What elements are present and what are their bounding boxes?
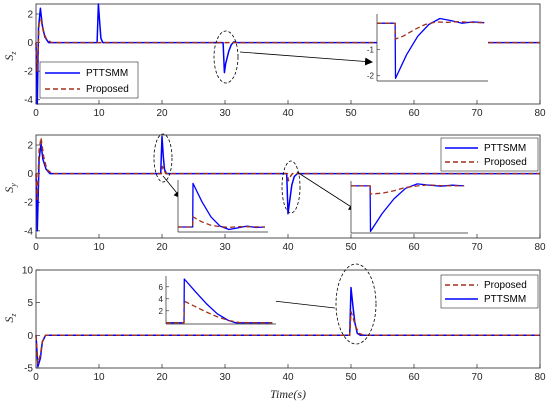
series-line-proposed (35, 311, 540, 365)
legend-label: Proposed (86, 84, 129, 95)
inset-y-tick-label: -2 (367, 72, 375, 81)
inset-y-tick-label: 6 (159, 283, 164, 292)
x-tick-label: 60 (408, 372, 420, 383)
inset-zoom: -1 -2 (367, 14, 488, 82)
x-tick-label: 80 (534, 372, 546, 383)
x-tick-label: 20 (156, 242, 168, 253)
x-tick-label: 70 (471, 372, 483, 383)
series-line-proposed (351, 184, 465, 195)
series-layer (35, 3, 540, 105)
series-layer (35, 135, 540, 232)
highlight-ellipse (153, 133, 173, 183)
inset-y-ticks: -1 -2 (367, 45, 380, 81)
inset-y-tick-label: -1 (367, 45, 375, 54)
callout-arrow (296, 171, 357, 211)
x-tick-label: 20 (156, 372, 168, 383)
series-line-pttsmm (35, 135, 540, 232)
y-tick-label: 2 (27, 10, 33, 21)
x-tick-label: 60 (408, 108, 420, 119)
x-tick-label: 30 (219, 372, 231, 383)
y-tick-label: 10 (22, 266, 34, 277)
x-tick-label: 30 (219, 108, 231, 119)
x-tick-label: 10 (93, 242, 105, 253)
x-tick-label: 0 (33, 242, 39, 253)
inset-y-tick-label: 4 (159, 295, 164, 304)
legend-label: Proposed (484, 280, 527, 291)
x-tick-label: 50 (345, 108, 357, 119)
x-tick-label: 0 (33, 372, 39, 383)
x-tick-label: 60 (408, 242, 420, 253)
inset-zoom-right (350, 181, 468, 234)
inset-box (377, 14, 488, 81)
x-tick-label: 10 (93, 372, 105, 383)
series-line-proposed (377, 20, 485, 40)
x-ticks: 0 10 20 30 40 50 60 70 80 (33, 364, 546, 383)
inset-series (178, 182, 266, 231)
panel-sz-top: 20-2-4 0 10 20 30 40 50 60 70 80 Sz PTTSMM Propo… (2, 3, 546, 119)
x-tick-label: 50 (345, 372, 357, 383)
x-tick-label: 40 (282, 242, 294, 253)
x-tick-label: 80 (534, 108, 546, 119)
x-tick-label: 80 (534, 242, 546, 253)
x-tick-label: 70 (471, 242, 483, 253)
y-axis-label: Sy (2, 183, 18, 193)
legend-label: Proposed (484, 157, 527, 168)
x-tick-label: 30 (219, 242, 231, 253)
legend-label: PTTSMM (484, 143, 526, 154)
legend: Proposed PTTSMM (440, 274, 539, 309)
y-axis-label: Sz (2, 51, 18, 61)
y-ticks: 10 5 0 -5 (22, 266, 40, 375)
panel-sy-middle: 20-2-4 0 10 20 30 40 50 60 70 80 Sy PTTSMM Propo… (2, 133, 546, 253)
series-layer (35, 286, 540, 368)
y-tick-label: 0 (27, 169, 33, 180)
callout-arrow (264, 296, 336, 309)
legend-label: PTTSMM (484, 294, 526, 305)
y-tick-label: -5 (24, 364, 33, 375)
inset-zoom-left (177, 180, 268, 233)
legend-label: PTTSMM (86, 68, 128, 79)
y-tick-label: -4 (24, 226, 33, 237)
x-tick-label: 10 (93, 108, 105, 119)
series-line-proposed (35, 18, 540, 72)
series-line-proposed (178, 216, 266, 229)
inset-series (377, 17, 485, 80)
y-tick-label: 0 (27, 331, 33, 342)
y-tick-label: -2 (24, 198, 33, 209)
y-axis-label: Sz (2, 313, 18, 323)
series-line-proposed (35, 137, 540, 201)
x-ticks: 0 10 20 30 40 50 60 70 80 (33, 234, 546, 253)
x-tick-label: 20 (156, 108, 168, 119)
highlight-ellipse (213, 30, 239, 84)
inset-series (166, 278, 273, 324)
y-tick-label: -4 (24, 95, 33, 106)
series-line-pttsmm (35, 3, 540, 105)
inset-zoom: 6 4 2 (159, 276, 276, 325)
callout-arrow (239, 51, 373, 66)
x-tick-label: 40 (282, 372, 294, 383)
x-tick-label: 0 (33, 108, 39, 119)
x-tick-label: 50 (345, 242, 357, 253)
y-tick-label: 5 (27, 298, 33, 309)
x-ticks: 0 10 20 30 40 50 60 70 80 (33, 100, 546, 119)
series-line-proposed (166, 300, 273, 324)
x-tick-label: 70 (471, 108, 483, 119)
series-line-pttsmm (351, 183, 465, 233)
y-tick-label: 0 (27, 38, 33, 49)
highlight-ellipse (281, 160, 301, 214)
legend: PTTSMM Proposed (39, 61, 139, 99)
inset-y-ticks: 6 4 2 (159, 283, 169, 316)
y-tick-label: 2 (27, 141, 33, 152)
inset-series (351, 183, 465, 233)
y-tick-label: -2 (24, 67, 33, 78)
highlight-ellipse (335, 263, 377, 345)
x-axis-label: Time(s) (270, 387, 306, 401)
legend: PTTSMM Proposed (440, 137, 539, 172)
inset-y-tick-label: 2 (159, 307, 164, 316)
x-tick-label: 40 (282, 108, 294, 119)
